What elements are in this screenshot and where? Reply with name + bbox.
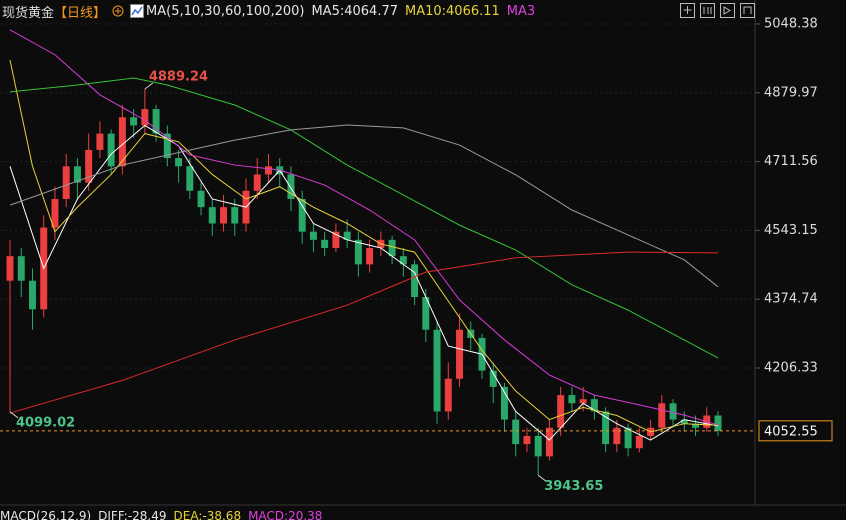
- ma-line: [9, 124, 719, 288]
- macd-label: DEA:-38.68: [173, 509, 242, 520]
- candle-body: [456, 329, 464, 379]
- indicator-labels: MA(5,10,30,60,100,200) MA5:4064.77 MA10:40…: [146, 4, 535, 19]
- candle-body: [354, 239, 362, 265]
- candle-body: [208, 207, 216, 224]
- candle-body: [152, 109, 160, 134]
- period[interactable]: 【日线】: [54, 5, 107, 21]
- candles: [6, 88, 722, 476]
- candle-body: [590, 399, 598, 412]
- candle-body: [332, 231, 340, 249]
- annotation-leader: [537, 474, 547, 482]
- candle-body: [692, 423, 700, 428]
- annotation-label: 4889.24: [149, 69, 208, 84]
- tool-button[interactable]: [720, 3, 735, 18]
- y-tick-label: 4206.33: [764, 360, 818, 375]
- add-icon[interactable]: [112, 5, 124, 17]
- candle-body: [321, 239, 329, 249]
- candle-body: [96, 133, 104, 150]
- candle-body: [73, 166, 81, 183]
- candle-body: [130, 117, 138, 126]
- candle-body: [62, 166, 70, 199]
- tool-button[interactable]: [700, 3, 715, 18]
- candle-body: [624, 427, 632, 449]
- candle-body: [433, 329, 441, 412]
- candle-body: [399, 256, 407, 265]
- candle-body: [264, 166, 272, 175]
- candle-body: [163, 133, 171, 159]
- candle-body: [489, 370, 497, 387]
- candle-body: [118, 117, 126, 167]
- candle-body: [635, 435, 643, 449]
- candle-body: [197, 190, 205, 208]
- last-price-label: 4052.55: [764, 424, 818, 439]
- y-tick-label: 4879.97: [764, 85, 818, 100]
- annotation-leader: [9, 411, 19, 419]
- candle-body: [366, 248, 374, 265]
- y-tick-label: 5048.38: [764, 16, 818, 31]
- candle-body: [714, 415, 722, 431]
- candle-body: [287, 174, 295, 199]
- instrument-title: 现货黄金: [2, 5, 55, 21]
- candle-body: [107, 133, 115, 167]
- candle-body: [512, 419, 520, 445]
- candle-body: [669, 403, 677, 420]
- candle-body: [28, 280, 36, 310]
- candle-body: [568, 395, 576, 404]
- candle-body: [444, 378, 452, 412]
- annotation-label: 4099.02: [16, 415, 75, 430]
- candle-body: [602, 411, 610, 445]
- ma-line: [9, 77, 719, 359]
- macd-labels: MACD(26,12,9) DIFF:-28.49 DEA:-38.68 MACD:2…: [0, 509, 322, 520]
- candle-body: [6, 256, 14, 281]
- macd-label: MACD(26,12,9): [0, 509, 92, 520]
- candle-body: [613, 427, 621, 445]
- indicator-icon[interactable]: [130, 4, 145, 18]
- ma-line: [9, 29, 719, 426]
- candle-body: [186, 166, 194, 191]
- candle-body: [298, 198, 306, 232]
- candle-body: [579, 399, 587, 404]
- candle-body: [309, 231, 317, 240]
- macd-label: DIFF:-28.49: [98, 509, 167, 520]
- candle-body: [658, 403, 666, 428]
- ma-line: [9, 59, 719, 433]
- candle-body: [51, 198, 59, 228]
- last-price-box: [758, 420, 833, 442]
- candle-body: [220, 207, 228, 224]
- candle-body: [253, 174, 261, 191]
- candle-body: [343, 231, 351, 240]
- indicator-label: MA3: [506, 3, 536, 19]
- tool-button[interactable]: [740, 3, 755, 18]
- candle-body: [17, 256, 25, 281]
- candle-body: [545, 427, 553, 457]
- toolbar: [680, 3, 755, 18]
- candle-body: [557, 395, 565, 428]
- candle-body: [231, 207, 239, 224]
- annotation-label: 3943.65: [544, 479, 603, 494]
- candle-body: [85, 149, 93, 183]
- y-tick-label: 4543.15: [764, 223, 818, 238]
- ma-line: [9, 251, 719, 414]
- macd-label: MACD:20.38: [248, 509, 323, 520]
- y-tick-label: 4374.74: [764, 292, 818, 307]
- header: 现货黄金 【日线】 MA(5,10,30,60,100,200) MA5:4064…: [2, 1, 535, 21]
- candle-body: [388, 239, 396, 257]
- candle-body: [534, 435, 542, 457]
- y-tick-label: 4711.56: [764, 154, 818, 169]
- candle-body: [680, 419, 688, 424]
- candle-body: [523, 435, 531, 445]
- annotation-leader: [144, 82, 154, 90]
- ma-line: [9, 124, 719, 441]
- indicator-label: MA10:4066.11: [405, 3, 500, 19]
- candle-body: [500, 386, 508, 420]
- indicator-label: MA5:4064.77: [311, 3, 398, 19]
- candle-body: [422, 297, 430, 330]
- tool-button[interactable]: [680, 3, 695, 18]
- candle-body: [411, 264, 419, 298]
- candle-body: [175, 158, 183, 167]
- indicator-label: MA(5,10,30,60,100,200): [146, 3, 305, 19]
- candle-body: [141, 109, 149, 126]
